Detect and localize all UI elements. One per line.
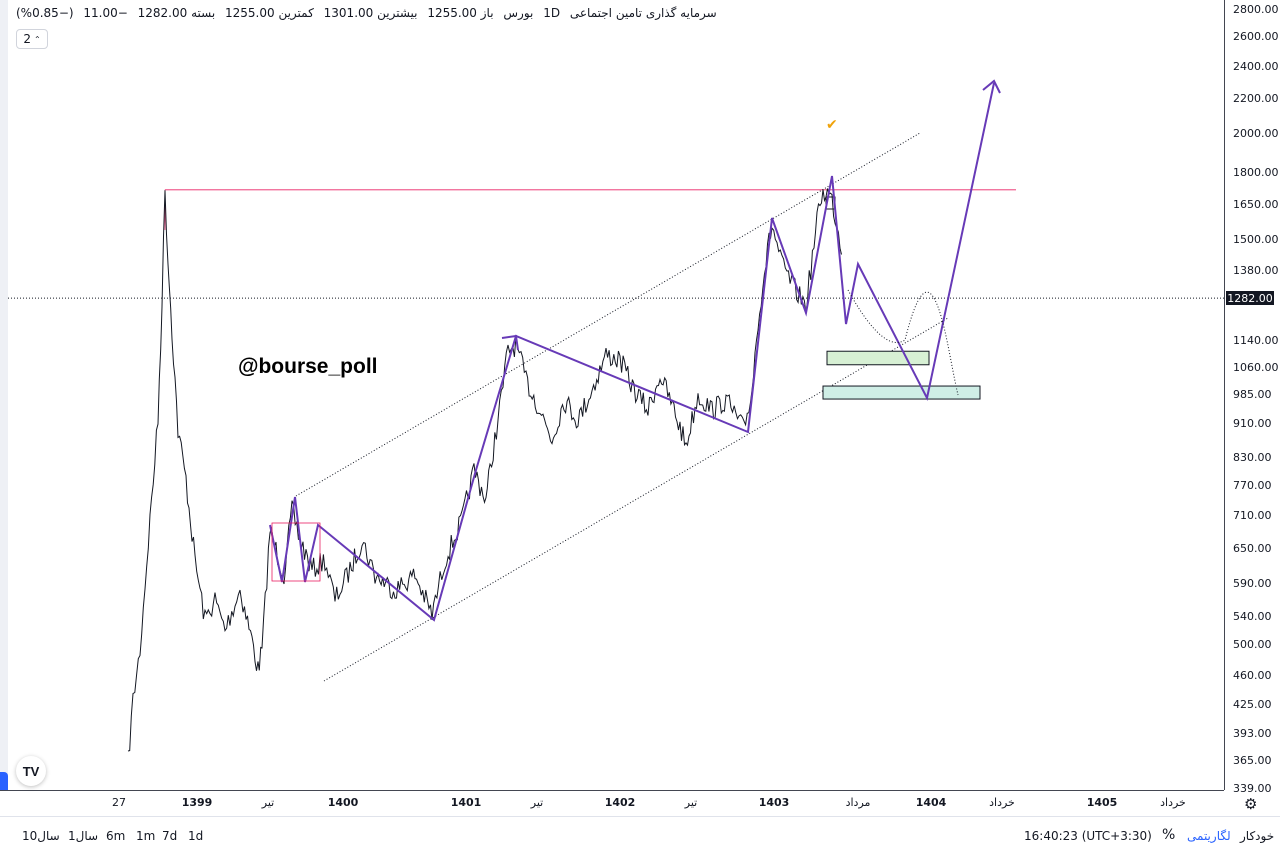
- indicator-count: 2: [23, 32, 31, 46]
- time-tick-label: 1405: [1086, 796, 1118, 809]
- indicator-count-toggle[interactable]: 2 ⌃: [16, 29, 48, 49]
- range-10y[interactable]: 10سال: [22, 829, 60, 843]
- price-tick-label: 460.00: [1233, 669, 1272, 682]
- time-tick-label: خرداد: [989, 796, 1015, 809]
- time-tick-label: خرداد: [1160, 796, 1186, 809]
- channel-upper-line: [295, 132, 921, 497]
- ohlc-open: باز 1255.00: [427, 6, 494, 20]
- price-tick-label: 2200.00: [1233, 92, 1279, 106]
- support-zone: [822, 385, 981, 400]
- price-tick-label: 339.00: [1233, 781, 1272, 795]
- time-tick-label: 1402: [604, 796, 636, 809]
- price-tick-label: 540.00: [1233, 609, 1272, 623]
- chevron-down-icon: ⌃: [33, 34, 41, 44]
- bottom-toolbar: 10سال 1سال 6m 1m 7d 1d 16:40:23 (UTC+3:3…: [0, 816, 1280, 853]
- price-tick-label: 500.00: [1233, 638, 1272, 652]
- price-tick-label: 1800.00: [1233, 166, 1279, 179]
- price-series-line: [127, 188, 842, 752]
- support-zone: [826, 350, 930, 366]
- symbol-interval[interactable]: 1D: [543, 6, 561, 20]
- range-1m[interactable]: 1m: [136, 829, 156, 843]
- price-tick-label: 650.00: [1233, 541, 1272, 555]
- log-scale-toggle[interactable]: لگاریتمی: [1187, 829, 1231, 843]
- price-tick-label: 590.00: [1233, 577, 1272, 591]
- price-tick-label: 1140.00: [1233, 334, 1279, 348]
- price-tick-label: 770.00: [1233, 479, 1272, 493]
- current-price-label: 1282.00: [1226, 291, 1274, 305]
- range-1d[interactable]: 1d: [188, 829, 204, 843]
- time-tick-label: تیر: [530, 796, 544, 809]
- time-tick-label: تیر: [261, 796, 275, 809]
- ohlc-low: کمترین 1255.00: [225, 6, 314, 20]
- time-tick-label: 1400: [327, 796, 359, 809]
- check-icon: ✔: [826, 117, 838, 133]
- auto-scale-toggle[interactable]: خودکار: [1240, 829, 1275, 843]
- time-tick-label: 27: [112, 796, 126, 809]
- tradingview-logo-icon[interactable]: TV: [16, 756, 46, 786]
- time-tick-label: 1399: [181, 796, 213, 809]
- price-tick-label: 910.00: [1233, 417, 1272, 431]
- price-tick-label: 2400.00: [1233, 59, 1279, 73]
- ohlc-change: −11.00: [83, 6, 128, 20]
- ohlc-close: بسته 1282.00: [137, 6, 216, 20]
- price-tick-label: 710.00: [1233, 508, 1272, 522]
- watermark-text: @bourse_poll: [238, 355, 378, 378]
- price-tick-label: 2000.00: [1233, 127, 1279, 141]
- channel-lower-line: [323, 317, 949, 682]
- price-tick-label: 1650.00: [1233, 198, 1279, 212]
- price-tick-label: 393.00: [1233, 727, 1272, 741]
- price-tick-label: 1060.00: [1233, 361, 1279, 375]
- settings-gear-icon[interactable]: ⚙: [1244, 795, 1258, 813]
- time-tick-label: 1404: [915, 796, 947, 809]
- time-tick-label: مرداد: [845, 796, 871, 809]
- price-tick-label: 1380.00: [1233, 263, 1279, 277]
- time-tick-label: 1401: [450, 796, 482, 809]
- price-tick-label: 985.00: [1233, 388, 1272, 402]
- price-tick-label: 830.00: [1233, 451, 1272, 465]
- symbol-header: سرمایه گذاری تامین اجتماعی 1D بورس باز 1…: [16, 6, 723, 20]
- time-tick-label: تیر: [684, 796, 698, 809]
- range-6m[interactable]: 6m: [106, 829, 126, 843]
- projection-zigzag: [269, 82, 995, 622]
- range-7d[interactable]: 7d: [162, 829, 178, 843]
- price-tick-label: 425.00: [1233, 698, 1272, 712]
- time-axis[interactable]: 27 1399 تیر 1400 1401 تیر 1402 تیر 1403 مرداد 1404…: [0, 790, 1224, 817]
- price-tick-label: 2800.00: [1233, 3, 1279, 17]
- price-tick-label: 365.00: [1233, 754, 1272, 768]
- ohlc-high: بیشترین 1301.00: [323, 6, 418, 20]
- clock-readout[interactable]: 16:40:23 (UTC+3:30): [1024, 829, 1152, 843]
- price-tick-label: 1500.00: [1233, 233, 1279, 247]
- percent-toggle[interactable]: %: [1162, 827, 1176, 843]
- range-1y[interactable]: 1سال: [68, 829, 99, 843]
- symbol-exchange: بورس: [503, 6, 534, 20]
- left-edge-panel: [0, 0, 8, 852]
- projection-curve: [847, 289, 959, 396]
- pattern-box: [271, 522, 321, 582]
- price-chart[interactable]: ✔: [0, 0, 1224, 790]
- price-axis[interactable]: 2800.00 2600.00 2400.00 2200.00 2000.00 1800.…: [1224, 0, 1280, 795]
- price-tick-label: 2600.00: [1233, 30, 1279, 44]
- ohlc-change-pct: (−0.85%): [16, 6, 74, 20]
- time-tick-label: 1403: [758, 796, 790, 809]
- symbol-title[interactable]: سرمایه گذاری تامین اجتماعی: [569, 6, 717, 20]
- arrowhead-up-icon: [501, 334, 519, 351]
- left-panel-toggle[interactable]: [0, 772, 8, 796]
- arrowhead-up-icon: [982, 79, 1001, 94]
